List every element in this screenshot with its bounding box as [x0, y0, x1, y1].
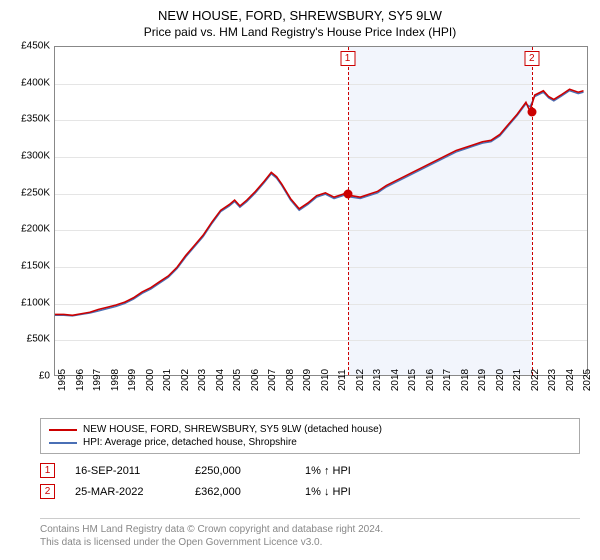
x-tick-label: 2001: [162, 369, 173, 391]
x-tick-label: 2021: [512, 369, 523, 391]
x-tick-label: 2004: [215, 369, 226, 391]
plot-area: 12: [54, 46, 588, 376]
x-tick-label: 1996: [75, 369, 86, 391]
transaction-row: 2 25-MAR-2022 £362,000 1% ↓ HPI: [40, 481, 580, 502]
y-tick-label: £50K: [8, 334, 50, 345]
marker-line-2: [532, 47, 533, 375]
x-tick-label: 2013: [372, 369, 383, 391]
marker-flag-2: 2: [524, 51, 539, 66]
y-tick-label: £400K: [8, 77, 50, 88]
y-tick-label: £350K: [8, 114, 50, 125]
x-tick-label: 2012: [355, 369, 366, 391]
x-tick-label: 2006: [250, 369, 261, 391]
x-tick-label: 1997: [92, 369, 103, 391]
series-price_paid: [55, 89, 584, 315]
legend-label: HPI: Average price, detached house, Shro…: [83, 437, 297, 448]
legend: NEW HOUSE, FORD, SHREWSBURY, SY5 9LW (de…: [40, 418, 580, 454]
y-tick-label: £450K: [8, 41, 50, 52]
x-tick-label: 2009: [302, 369, 313, 391]
x-tick-label: 1995: [57, 369, 68, 391]
legend-swatch: [49, 429, 77, 431]
x-tick-label: 2014: [390, 369, 401, 391]
x-tick-label: 2020: [495, 369, 506, 391]
x-tick-label: 2023: [547, 369, 558, 391]
chart-title: NEW HOUSE, FORD, SHREWSBURY, SY5 9LW: [0, 0, 600, 23]
series-hpi: [55, 91, 584, 316]
x-tick-label: 2015: [407, 369, 418, 391]
chart-subtitle: Price paid vs. HM Land Registry's House …: [0, 23, 600, 43]
marker-dot-1: [343, 189, 352, 198]
marker-dot-2: [527, 107, 536, 116]
x-tick-label: 2008: [285, 369, 296, 391]
transaction-flag: 2: [40, 484, 55, 499]
y-tick-label: £0: [8, 371, 50, 382]
x-tick-label: 2007: [267, 369, 278, 391]
transaction-date: 25-MAR-2022: [75, 486, 175, 498]
chart: 12 £0£50K£100K£150K£200K£250K£300K£350K£…: [8, 46, 592, 406]
x-tick-label: 2002: [180, 369, 191, 391]
legend-item: NEW HOUSE, FORD, SHREWSBURY, SY5 9LW (de…: [49, 423, 571, 436]
x-tick-label: 2005: [232, 369, 243, 391]
legend-swatch: [49, 442, 77, 444]
x-tick-label: 2010: [320, 369, 331, 391]
x-tick-label: 2025: [582, 369, 593, 391]
y-tick-label: £200K: [8, 224, 50, 235]
y-tick-label: £150K: [8, 261, 50, 272]
marker-line-1: [348, 47, 349, 375]
transaction-pct: 1% ↑ HPI: [305, 465, 405, 477]
transaction-flag: 1: [40, 463, 55, 478]
attribution: Contains HM Land Registry data © Crown c…: [40, 518, 580, 549]
transactions-table: 1 16-SEP-2011 £250,000 1% ↑ HPI 2 25-MAR-2022…: [40, 460, 580, 502]
x-tick-label: 2017: [442, 369, 453, 391]
transaction-price: £362,000: [195, 486, 285, 498]
x-tick-label: 2003: [197, 369, 208, 391]
transaction-price: £250,000: [195, 465, 285, 477]
attribution-line-2: This data is licensed under the Open Gov…: [40, 536, 580, 549]
x-tick-label: 1999: [127, 369, 138, 391]
x-tick-label: 2024: [565, 369, 576, 391]
x-tick-label: 2018: [460, 369, 471, 391]
x-tick-label: 2019: [477, 369, 488, 391]
x-tick-label: 2016: [425, 369, 436, 391]
attribution-line-1: Contains HM Land Registry data © Crown c…: [40, 523, 580, 536]
y-tick-label: £100K: [8, 297, 50, 308]
transaction-row: 1 16-SEP-2011 £250,000 1% ↑ HPI: [40, 460, 580, 481]
x-tick-label: 2000: [145, 369, 156, 391]
transaction-date: 16-SEP-2011: [75, 465, 175, 477]
marker-flag-1: 1: [340, 51, 355, 66]
legend-item: HPI: Average price, detached house, Shro…: [49, 436, 571, 449]
transaction-pct: 1% ↓ HPI: [305, 486, 405, 498]
y-tick-label: £250K: [8, 187, 50, 198]
legend-label: NEW HOUSE, FORD, SHREWSBURY, SY5 9LW (de…: [83, 424, 382, 435]
x-tick-label: 2011: [337, 369, 348, 391]
x-tick-label: 1998: [110, 369, 121, 391]
y-tick-label: £300K: [8, 151, 50, 162]
x-tick-label: 2022: [530, 369, 541, 391]
series-lines: [55, 47, 587, 375]
